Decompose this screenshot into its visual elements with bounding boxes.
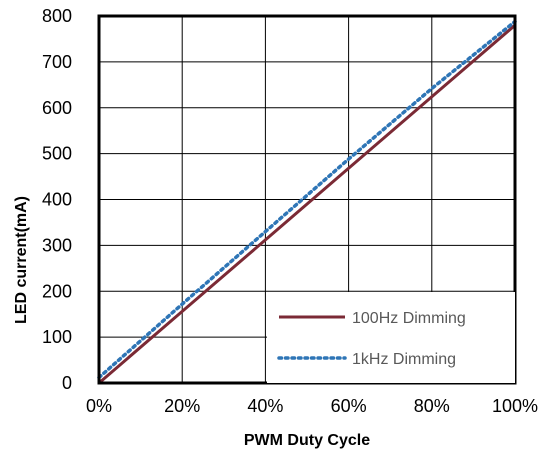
x-tick-label: 100% [492, 396, 538, 416]
y-tick-label: 0 [62, 373, 72, 393]
legend: 100Hz Dimming 1kHz Dimming [267, 292, 515, 383]
legend-label-1khz: 1kHz Dimming [352, 351, 456, 368]
x-tick-labels: 0% 20% 40% 60% 80% 100% [86, 396, 538, 416]
y-tick-label: 400 [42, 190, 72, 210]
x-tick-label: 40% [247, 396, 283, 416]
series-lines [97, 19, 517, 385]
x-tick-label: 60% [331, 396, 367, 416]
y-tick-labels: 0 100 200 300 400 500 600 700 800 [42, 6, 72, 393]
y-axis-title: LED current(mA) [13, 196, 30, 324]
series-line-1khz [97, 19, 517, 380]
y-tick-label: 500 [42, 144, 72, 164]
legend-box [267, 292, 515, 383]
legend-label-100hz: 100Hz Dimming [352, 310, 466, 327]
x-tick-label: 80% [414, 396, 450, 416]
y-tick-label: 700 [42, 52, 72, 72]
x-tick-label: 0% [86, 396, 112, 416]
y-tick-label: 800 [42, 6, 72, 26]
x-axis-title: PWM Duty Cycle [244, 432, 370, 449]
y-tick-label: 100 [42, 327, 72, 347]
x-tick-label: 20% [164, 396, 200, 416]
y-tick-label: 200 [42, 281, 72, 301]
series-line-100hz [98, 24, 516, 385]
y-tick-label: 600 [42, 98, 72, 118]
y-tick-label: 300 [42, 235, 72, 255]
